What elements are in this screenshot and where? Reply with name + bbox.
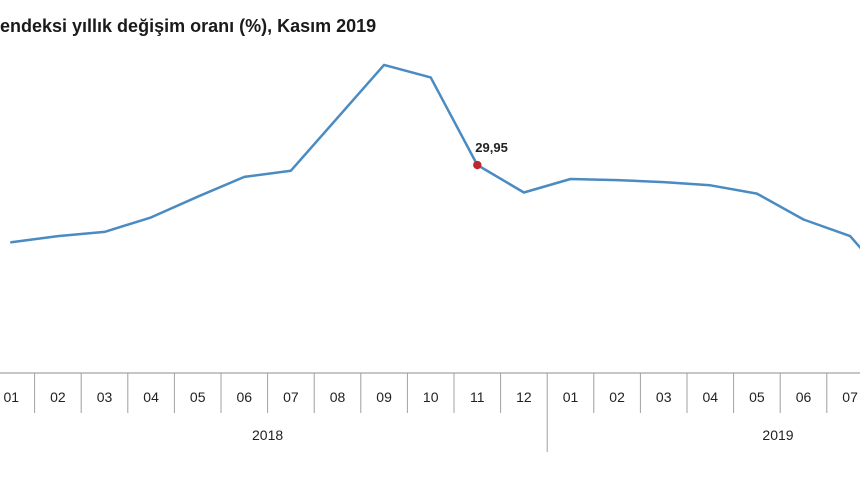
highlight-point bbox=[473, 160, 482, 170]
x-tick-label: 01 bbox=[4, 389, 20, 405]
series-line bbox=[10, 63, 860, 250]
x-tick-label: 05 bbox=[749, 389, 765, 405]
x-axis-tick-labels: 0102030405060708091011120102030405060708 bbox=[4, 389, 859, 405]
x-tick-label: 02 bbox=[609, 389, 625, 405]
x-tick-label: 05 bbox=[190, 389, 206, 405]
x-tick-label: 07 bbox=[283, 389, 299, 405]
highlight-marker-group: 29,95 bbox=[473, 140, 508, 170]
x-tick-label: 10 bbox=[423, 389, 439, 405]
x-tick-label: 06 bbox=[237, 389, 253, 405]
x-tick-label: 04 bbox=[703, 389, 719, 405]
x-axis-ticks bbox=[34, 373, 828, 452]
x-tick-label: 03 bbox=[656, 389, 672, 405]
chart-title: endeksi yıllık değişim oranı (%), Kasım … bbox=[0, 16, 377, 36]
x-tick-label: 12 bbox=[516, 389, 532, 405]
x-axis-year-labels: 2018 2019 bbox=[252, 427, 794, 443]
x-tick-label: 04 bbox=[143, 389, 159, 405]
x-tick-label: 06 bbox=[796, 389, 812, 405]
year-label: 2019 bbox=[762, 427, 793, 443]
x-tick-label: 11 bbox=[470, 389, 485, 405]
year-label: 2018 bbox=[252, 427, 283, 443]
x-tick-label: 08 bbox=[330, 389, 346, 405]
x-tick-label: 01 bbox=[563, 389, 579, 405]
highlight-data-label: 29,95 bbox=[475, 140, 508, 155]
x-tick-label: 09 bbox=[376, 389, 392, 405]
x-tick-label: 07 bbox=[842, 389, 858, 405]
x-tick-label: 02 bbox=[50, 389, 66, 405]
x-tick-label: 03 bbox=[97, 389, 113, 405]
